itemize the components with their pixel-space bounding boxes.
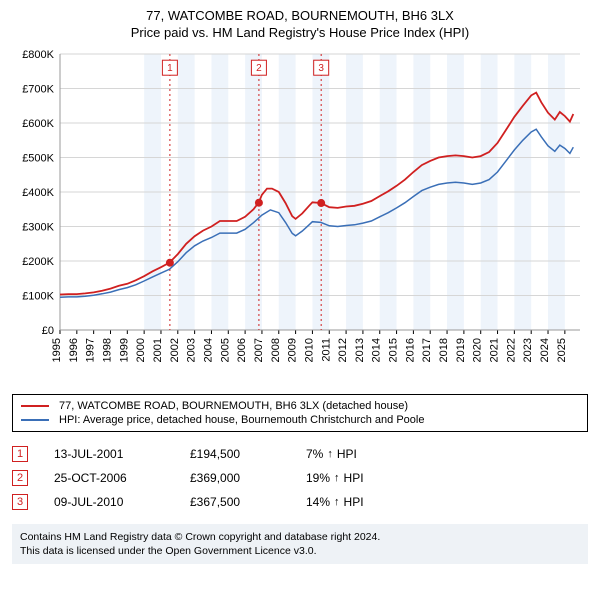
legend-label: HPI: Average price, detached house, Bour… [59, 414, 424, 426]
event-marker-label: 3 [318, 63, 324, 74]
event-delta: 19% ↑ HPI [306, 471, 364, 485]
x-tick-label: 2004 [202, 338, 214, 362]
event-date: 25-OCT-2006 [54, 471, 164, 485]
event-date: 13-JUL-2001 [54, 447, 164, 461]
event-delta: 14% ↑ HPI [306, 495, 364, 509]
event-number-box: 3 [12, 494, 28, 510]
event-delta-pct: 7% [306, 447, 323, 461]
event-delta-pct: 14% [306, 495, 330, 509]
y-tick-label: £0 [42, 325, 54, 337]
event-row: 3 09-JUL-2010 £367,500 14% ↑ HPI [12, 490, 588, 514]
event-number-box: 1 [12, 446, 28, 462]
title-block: 77, WATCOMBE ROAD, BOURNEMOUTH, BH6 3LX … [8, 8, 592, 40]
x-tick-label: 2020 [472, 338, 484, 362]
x-tick-label: 2012 [337, 338, 349, 362]
arrow-up-icon: ↑ [334, 472, 340, 484]
x-tick-label: 2013 [354, 338, 366, 362]
events-table: 1 13-JUL-2001 £194,500 7% ↑ HPI 2 25-OCT-2006 £3… [12, 442, 588, 514]
event-marker-label: 2 [256, 63, 262, 74]
y-tick-label: £500K [22, 153, 54, 165]
y-tick-label: £700K [22, 84, 54, 96]
x-tick-label: 2023 [522, 338, 534, 362]
x-tick-label: 2005 [219, 338, 231, 362]
y-tick-label: £800K [22, 49, 54, 61]
event-row: 1 13-JUL-2001 £194,500 7% ↑ HPI [12, 442, 588, 466]
event-price: £369,000 [190, 471, 280, 485]
x-tick-label: 2003 [186, 338, 198, 362]
event-number-box: 2 [12, 470, 28, 486]
y-tick-label: £600K [22, 118, 54, 130]
event-row: 2 25-OCT-2006 £369,000 19% ↑ HPI [12, 466, 588, 490]
x-tick-label: 1996 [68, 338, 80, 362]
event-delta-pct: 19% [306, 471, 330, 485]
chart-area: £0 £100K £200K £300K £400K £500K £600K £700K £80… [8, 46, 592, 386]
y-tick-label: £100K [22, 291, 54, 303]
x-tick-label: 2022 [505, 338, 517, 362]
x-tick-label: 2002 [169, 338, 181, 362]
event-date: 09-JUL-2010 [54, 495, 164, 509]
x-tick-label: 2008 [270, 338, 282, 362]
x-tick-label: 1995 [51, 338, 63, 362]
footer-line-1: Contains HM Land Registry data © Crown c… [20, 530, 580, 544]
x-tick-label: 1999 [118, 338, 130, 362]
x-tick-label: 2006 [236, 338, 248, 362]
y-tick-label: £300K [22, 222, 54, 234]
footer-line-2: This data is licensed under the Open Gov… [20, 544, 580, 558]
event-delta-suffix: HPI [344, 471, 364, 485]
x-tick-label: 2009 [287, 338, 299, 362]
x-tick-label: 2001 [152, 338, 164, 362]
footer-attribution: Contains HM Land Registry data © Crown c… [12, 524, 588, 564]
event-point [317, 199, 325, 207]
x-tick-label: 2007 [253, 338, 265, 362]
x-tick-label: 1998 [101, 338, 113, 362]
event-price: £194,500 [190, 447, 280, 461]
event-delta-suffix: HPI [344, 495, 364, 509]
x-tick-label: 2000 [135, 338, 147, 362]
chart-title: 77, WATCOMBE ROAD, BOURNEMOUTH, BH6 3LX [8, 8, 592, 23]
event-price: £367,500 [190, 495, 280, 509]
x-tick-label: 2011 [320, 338, 332, 362]
event-delta: 7% ↑ HPI [306, 447, 357, 461]
x-tick-label: 2021 [489, 338, 501, 362]
legend-row: HPI: Average price, detached house, Bour… [21, 413, 579, 427]
arrow-up-icon: ↑ [327, 448, 333, 460]
y-tick-label: £200K [22, 256, 54, 268]
chart-container: 77, WATCOMBE ROAD, BOURNEMOUTH, BH6 3LX … [0, 0, 600, 570]
legend-label: 77, WATCOMBE ROAD, BOURNEMOUTH, BH6 3LX … [59, 400, 408, 412]
x-tick-label: 1997 [85, 338, 97, 362]
y-tick-label: £400K [22, 187, 54, 199]
legend-row: 77, WATCOMBE ROAD, BOURNEMOUTH, BH6 3LX … [21, 399, 579, 413]
event-point [255, 199, 263, 207]
x-tick-label: 2017 [421, 338, 433, 362]
line-chart-svg: £0 £100K £200K £300K £400K £500K £600K £700K £80… [8, 46, 592, 386]
event-marker-label: 1 [167, 63, 173, 74]
arrow-up-icon: ↑ [334, 496, 340, 508]
chart-subtitle: Price paid vs. HM Land Registry's House … [8, 25, 592, 40]
legend-box: 77, WATCOMBE ROAD, BOURNEMOUTH, BH6 3LX … [12, 394, 588, 432]
x-tick-label: 2024 [539, 338, 551, 362]
legend-swatch [21, 419, 49, 421]
x-tick-label: 2016 [404, 338, 416, 362]
x-tick-label: 2025 [556, 338, 568, 362]
legend-swatch [21, 405, 49, 407]
x-tick-label: 2010 [303, 338, 315, 362]
x-tick-label: 2019 [455, 338, 467, 362]
x-tick-label: 2015 [388, 338, 400, 362]
x-tick-label: 2014 [371, 338, 383, 362]
event-delta-suffix: HPI [337, 447, 357, 461]
x-tick-label: 2018 [438, 338, 450, 362]
event-point [166, 259, 174, 267]
